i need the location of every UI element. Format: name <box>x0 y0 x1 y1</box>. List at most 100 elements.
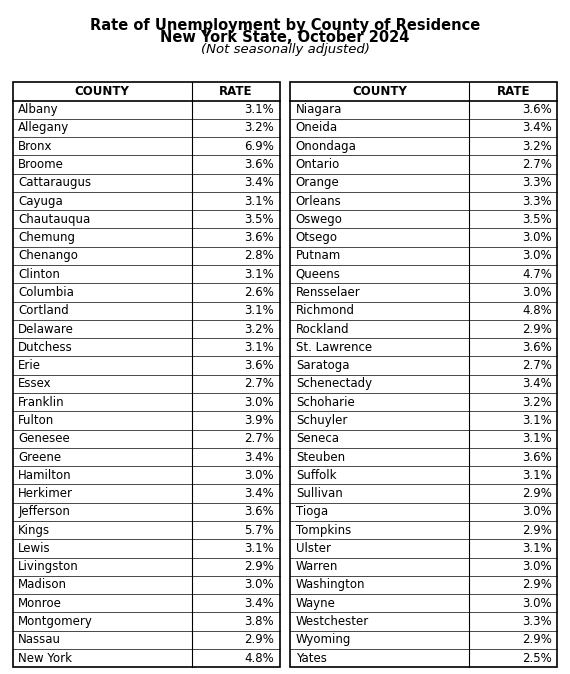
Text: 2.6%: 2.6% <box>245 286 274 299</box>
Text: 3.9%: 3.9% <box>245 414 274 427</box>
Text: Oneida: Oneida <box>296 121 338 134</box>
Text: Erie: Erie <box>18 359 41 372</box>
Text: 3.6%: 3.6% <box>522 103 552 116</box>
Text: Franklin: Franklin <box>18 396 65 408</box>
Text: 3.0%: 3.0% <box>522 249 552 262</box>
Text: 4.7%: 4.7% <box>522 268 552 280</box>
Text: Monroe: Monroe <box>18 596 62 610</box>
Text: 3.0%: 3.0% <box>245 469 274 482</box>
Text: 2.9%: 2.9% <box>245 634 274 646</box>
Text: Westchester: Westchester <box>296 615 369 628</box>
Text: RATE: RATE <box>219 85 253 98</box>
Text: Yates: Yates <box>296 652 327 665</box>
Text: Seneca: Seneca <box>296 432 339 446</box>
Text: 2.8%: 2.8% <box>245 249 274 262</box>
Text: 6.9%: 6.9% <box>245 140 274 153</box>
Text: St. Lawrence: St. Lawrence <box>296 341 372 354</box>
Text: 3.6%: 3.6% <box>245 231 274 244</box>
Text: Wyoming: Wyoming <box>296 634 351 646</box>
Text: Clinton: Clinton <box>18 268 60 280</box>
Text: 2.7%: 2.7% <box>522 359 552 372</box>
Text: Lewis: Lewis <box>18 542 51 555</box>
Text: Chenango: Chenango <box>18 249 78 262</box>
Text: 2.9%: 2.9% <box>522 634 552 646</box>
Text: 3.2%: 3.2% <box>522 140 552 153</box>
Text: Tompkins: Tompkins <box>296 524 351 537</box>
Text: 2.9%: 2.9% <box>245 560 274 573</box>
Text: COUNTY: COUNTY <box>75 85 129 98</box>
Text: 3.1%: 3.1% <box>522 432 552 446</box>
Text: 5.7%: 5.7% <box>245 524 274 537</box>
Text: Herkimer: Herkimer <box>18 487 73 500</box>
Text: 3.0%: 3.0% <box>245 396 274 408</box>
Text: 3.1%: 3.1% <box>245 195 274 208</box>
Text: 3.6%: 3.6% <box>522 341 552 354</box>
Text: 3.0%: 3.0% <box>522 286 552 299</box>
Text: 2.7%: 2.7% <box>245 432 274 446</box>
Text: 4.8%: 4.8% <box>522 304 552 317</box>
Text: Fulton: Fulton <box>18 414 55 427</box>
Text: Rate of Unemployment by County of Residence: Rate of Unemployment by County of Reside… <box>90 18 480 32</box>
Text: 3.6%: 3.6% <box>245 506 274 518</box>
Text: Wayne: Wayne <box>296 596 336 610</box>
Text: COUNTY: COUNTY <box>352 85 407 98</box>
Text: Orange: Orange <box>296 177 340 189</box>
Text: 3.5%: 3.5% <box>245 213 274 226</box>
Text: Onondaga: Onondaga <box>296 140 357 153</box>
Text: Otsego: Otsego <box>296 231 338 244</box>
Text: 2.7%: 2.7% <box>522 158 552 171</box>
Text: 3.1%: 3.1% <box>245 304 274 317</box>
Text: 3.3%: 3.3% <box>522 195 552 208</box>
Text: Cayuga: Cayuga <box>18 195 63 208</box>
Text: Montgomery: Montgomery <box>18 615 93 628</box>
Text: Greene: Greene <box>18 450 62 464</box>
Text: 3.1%: 3.1% <box>245 103 274 116</box>
Text: Rockland: Rockland <box>296 323 349 336</box>
Text: Madison: Madison <box>18 578 67 592</box>
Text: Tioga: Tioga <box>296 506 328 518</box>
Text: Oswego: Oswego <box>296 213 343 226</box>
Text: Schoharie: Schoharie <box>296 396 355 408</box>
Text: 3.4%: 3.4% <box>245 487 274 500</box>
Text: 3.4%: 3.4% <box>245 177 274 189</box>
Text: New York: New York <box>18 652 72 665</box>
Text: Genesee: Genesee <box>18 432 70 446</box>
Bar <box>13 82 280 667</box>
Bar <box>290 82 557 667</box>
Text: Warren: Warren <box>296 560 338 573</box>
Text: Columbia: Columbia <box>18 286 74 299</box>
Text: 3.0%: 3.0% <box>522 231 552 244</box>
Text: 3.4%: 3.4% <box>522 377 552 390</box>
Text: 3.1%: 3.1% <box>245 341 274 354</box>
Text: 3.4%: 3.4% <box>522 121 552 134</box>
Text: Suffolk: Suffolk <box>296 469 336 482</box>
Text: Steuben: Steuben <box>296 450 345 464</box>
Text: 2.9%: 2.9% <box>522 524 552 537</box>
Text: 3.1%: 3.1% <box>522 469 552 482</box>
Text: Delaware: Delaware <box>18 323 74 336</box>
Text: 3.2%: 3.2% <box>245 121 274 134</box>
Text: 3.0%: 3.0% <box>522 596 552 610</box>
Text: 3.0%: 3.0% <box>522 506 552 518</box>
Text: Richmond: Richmond <box>296 304 355 317</box>
Text: Chemung: Chemung <box>18 231 75 244</box>
Text: Dutchess: Dutchess <box>18 341 73 354</box>
Text: Putnam: Putnam <box>296 249 341 262</box>
Text: 2.9%: 2.9% <box>522 323 552 336</box>
Text: 3.6%: 3.6% <box>245 158 274 171</box>
Text: Kings: Kings <box>18 524 50 537</box>
Text: 2.7%: 2.7% <box>245 377 274 390</box>
Text: Schuyler: Schuyler <box>296 414 347 427</box>
Text: Livingston: Livingston <box>18 560 79 573</box>
Text: Rensselaer: Rensselaer <box>296 286 361 299</box>
Text: 2.9%: 2.9% <box>522 487 552 500</box>
Text: Chautauqua: Chautauqua <box>18 213 91 226</box>
Text: Bronx: Bronx <box>18 140 53 153</box>
Text: 3.5%: 3.5% <box>522 213 552 226</box>
Text: 4.8%: 4.8% <box>245 652 274 665</box>
Text: New York State, October 2024: New York State, October 2024 <box>160 30 410 45</box>
Text: 3.3%: 3.3% <box>522 615 552 628</box>
Text: 3.1%: 3.1% <box>522 414 552 427</box>
Text: Schenectady: Schenectady <box>296 377 372 390</box>
Text: 3.4%: 3.4% <box>245 596 274 610</box>
